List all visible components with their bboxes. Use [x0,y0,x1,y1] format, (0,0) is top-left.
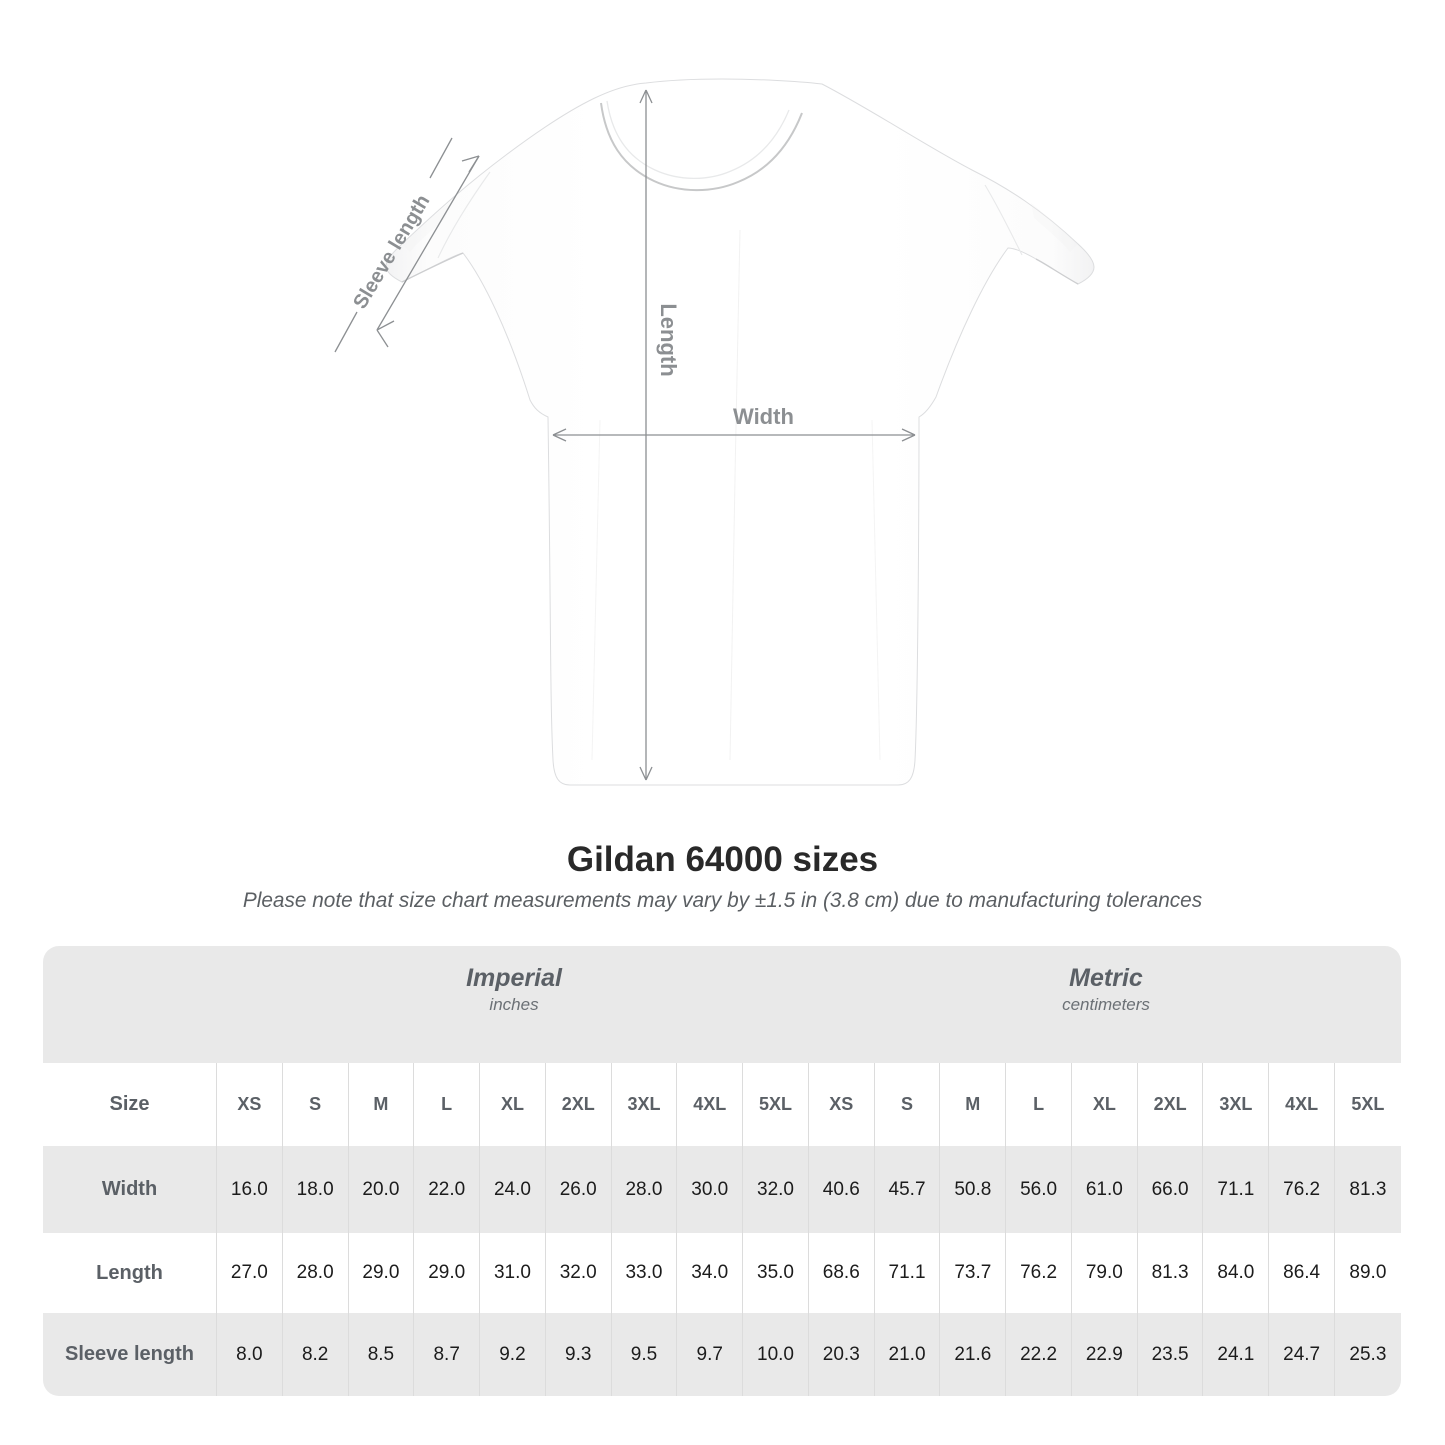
svg-text:Width: Width [733,404,794,429]
svg-text:Length: Length [656,303,681,376]
